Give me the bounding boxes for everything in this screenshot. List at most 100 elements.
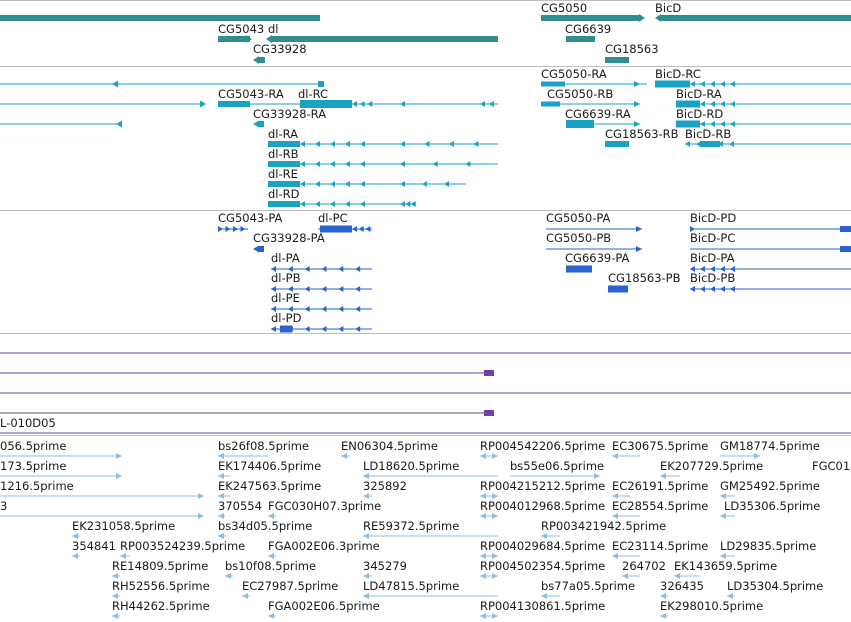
- transcript-chevron[interactable]: [400, 161, 405, 167]
- gene-bar[interactable]: [660, 15, 851, 21]
- gene-arrow[interactable]: [253, 56, 259, 64]
- protein-label[interactable]: CG6639-PA: [565, 251, 630, 265]
- transcript-chevron[interactable]: [315, 181, 320, 187]
- transcript-chevron[interactable]: [700, 81, 705, 87]
- est-arrow[interactable]: [112, 593, 118, 599]
- est-arrow[interactable]: [268, 513, 274, 519]
- est-label[interactable]: EK247563.5prime: [218, 479, 322, 493]
- est-arrow[interactable]: [480, 553, 486, 559]
- transcript-chevron[interactable]: [405, 201, 411, 207]
- contig-end[interactable]: [484, 370, 494, 376]
- transcript-chevron[interactable]: [700, 101, 705, 107]
- est-arrow[interactable]: [218, 493, 224, 499]
- est-arrow[interactable]: [492, 513, 498, 519]
- protein-label[interactable]: dl-PE: [271, 291, 300, 305]
- transcript-arrow[interactable]: [112, 80, 118, 88]
- est-arrow[interactable]: [112, 613, 118, 619]
- protein-chevron[interactable]: [690, 286, 695, 292]
- transcript-chevron[interactable]: [300, 201, 305, 207]
- transcript-chevron[interactable]: [300, 141, 305, 147]
- transcript-chevron[interactable]: [718, 141, 723, 147]
- protein-chevron[interactable]: [338, 326, 344, 332]
- transcript-label[interactable]: CG6639-RA: [565, 107, 631, 121]
- est-label[interactable]: bs26f08.5prime: [218, 439, 310, 453]
- transcript-chevron[interactable]: [360, 201, 365, 207]
- protein-chevron[interactable]: [710, 286, 715, 292]
- est-label[interactable]: EK174406.5prime: [218, 459, 322, 473]
- protein-chevron[interactable]: [352, 226, 357, 232]
- transcript-chevron[interactable]: [444, 181, 449, 187]
- transcript-chevron[interactable]: [690, 81, 695, 87]
- est-label[interactable]: RP004502354.5prime: [480, 559, 606, 573]
- est-arrow[interactable]: [674, 573, 680, 579]
- est-label[interactable]: bs55e06.5prime: [510, 459, 605, 473]
- protein-chevron[interactable]: [355, 306, 361, 312]
- transcript-exon[interactable]: [655, 80, 690, 88]
- est-label[interactable]: RP004012968.5prime: [480, 499, 606, 513]
- est-label[interactable]: EK231058.5prime: [72, 519, 176, 533]
- transcript-chevron[interactable]: [360, 141, 365, 147]
- transcript-arrow[interactable]: [634, 121, 640, 127]
- transcript-chevron[interactable]: [480, 101, 485, 107]
- transcript-chevron[interactable]: [330, 141, 335, 147]
- transcript-label[interactable]: CG33928-RA: [253, 107, 327, 121]
- transcript-exon[interactable]: [318, 81, 324, 87]
- transcript-chevron[interactable]: [730, 81, 735, 87]
- protein-chevron[interactable]: [338, 306, 344, 312]
- gene-arrow[interactable]: [655, 14, 661, 22]
- est-arrow[interactable]: [116, 473, 122, 479]
- est-label[interactable]: 264702: [622, 559, 666, 573]
- est-arrow[interactable]: [612, 493, 618, 499]
- protein-chevron[interactable]: [233, 226, 238, 232]
- gene-label[interactable]: CG6639: [565, 22, 612, 36]
- est-label[interactable]: FGC030H07.3prime: [268, 499, 382, 513]
- est-arrow[interactable]: [363, 493, 369, 499]
- protein-label[interactable]: dl-PC: [318, 211, 348, 225]
- est-arrow[interactable]: [660, 473, 666, 479]
- transcript-chevron[interactable]: [315, 161, 320, 167]
- est-arrow[interactable]: [363, 593, 369, 599]
- protein-chevron[interactable]: [355, 286, 361, 292]
- est-arrow[interactable]: [363, 573, 369, 579]
- est-arrow[interactable]: [363, 473, 369, 479]
- protein-chevron[interactable]: [730, 266, 735, 272]
- protein-chevron[interactable]: [304, 266, 310, 272]
- est-label[interactable]: RP004542206.5prime: [480, 439, 606, 453]
- protein-chevron[interactable]: [700, 266, 705, 272]
- est-arrow[interactable]: [218, 513, 224, 519]
- transcript-chevron[interactable]: [685, 141, 690, 147]
- est-arrow[interactable]: [72, 533, 78, 539]
- protein-arrow[interactable]: [636, 246, 642, 252]
- transcript-arrow[interactable]: [200, 100, 206, 108]
- est-arrow[interactable]: [720, 513, 726, 519]
- est-arrow[interactable]: [492, 573, 498, 579]
- est-label[interactable]: LD47815.5prime: [363, 579, 460, 593]
- protein-label[interactable]: CG5050-PA: [546, 211, 611, 225]
- protein-chevron[interactable]: [271, 286, 276, 292]
- est-arrow[interactable]: [242, 593, 248, 599]
- gene-arrow[interactable]: [266, 35, 272, 43]
- protein-arrow[interactable]: [636, 226, 642, 232]
- est-label[interactable]: 354841: [72, 539, 116, 553]
- est-arrow[interactable]: [198, 493, 204, 499]
- est-label[interactable]: EC23114.5prime: [612, 539, 709, 553]
- transcript-chevron[interactable]: [720, 121, 725, 127]
- est-arrow[interactable]: [116, 453, 122, 459]
- transcript-exon[interactable]: [541, 81, 565, 87]
- protein-label[interactable]: BicD-PC: [690, 231, 736, 245]
- protein-exon[interactable]: [320, 225, 352, 233]
- est-label[interactable]: EK143659.5prime: [674, 559, 778, 573]
- transcript-chevron[interactable]: [330, 181, 335, 187]
- transcript-exon[interactable]: [300, 100, 352, 108]
- protein-exon[interactable]: [258, 246, 264, 252]
- transcript-exon[interactable]: [605, 141, 629, 147]
- transcript-chevron[interactable]: [700, 121, 705, 127]
- est-arrow[interactable]: [612, 553, 618, 559]
- est-label[interactable]: 325892: [363, 479, 407, 493]
- protein-chevron[interactable]: [225, 226, 231, 232]
- protein-exon[interactable]: [280, 325, 292, 333]
- gene-label[interactable]: dl: [268, 22, 279, 36]
- transcript-chevron[interactable]: [400, 181, 405, 187]
- transcript-chevron[interactable]: [315, 141, 320, 147]
